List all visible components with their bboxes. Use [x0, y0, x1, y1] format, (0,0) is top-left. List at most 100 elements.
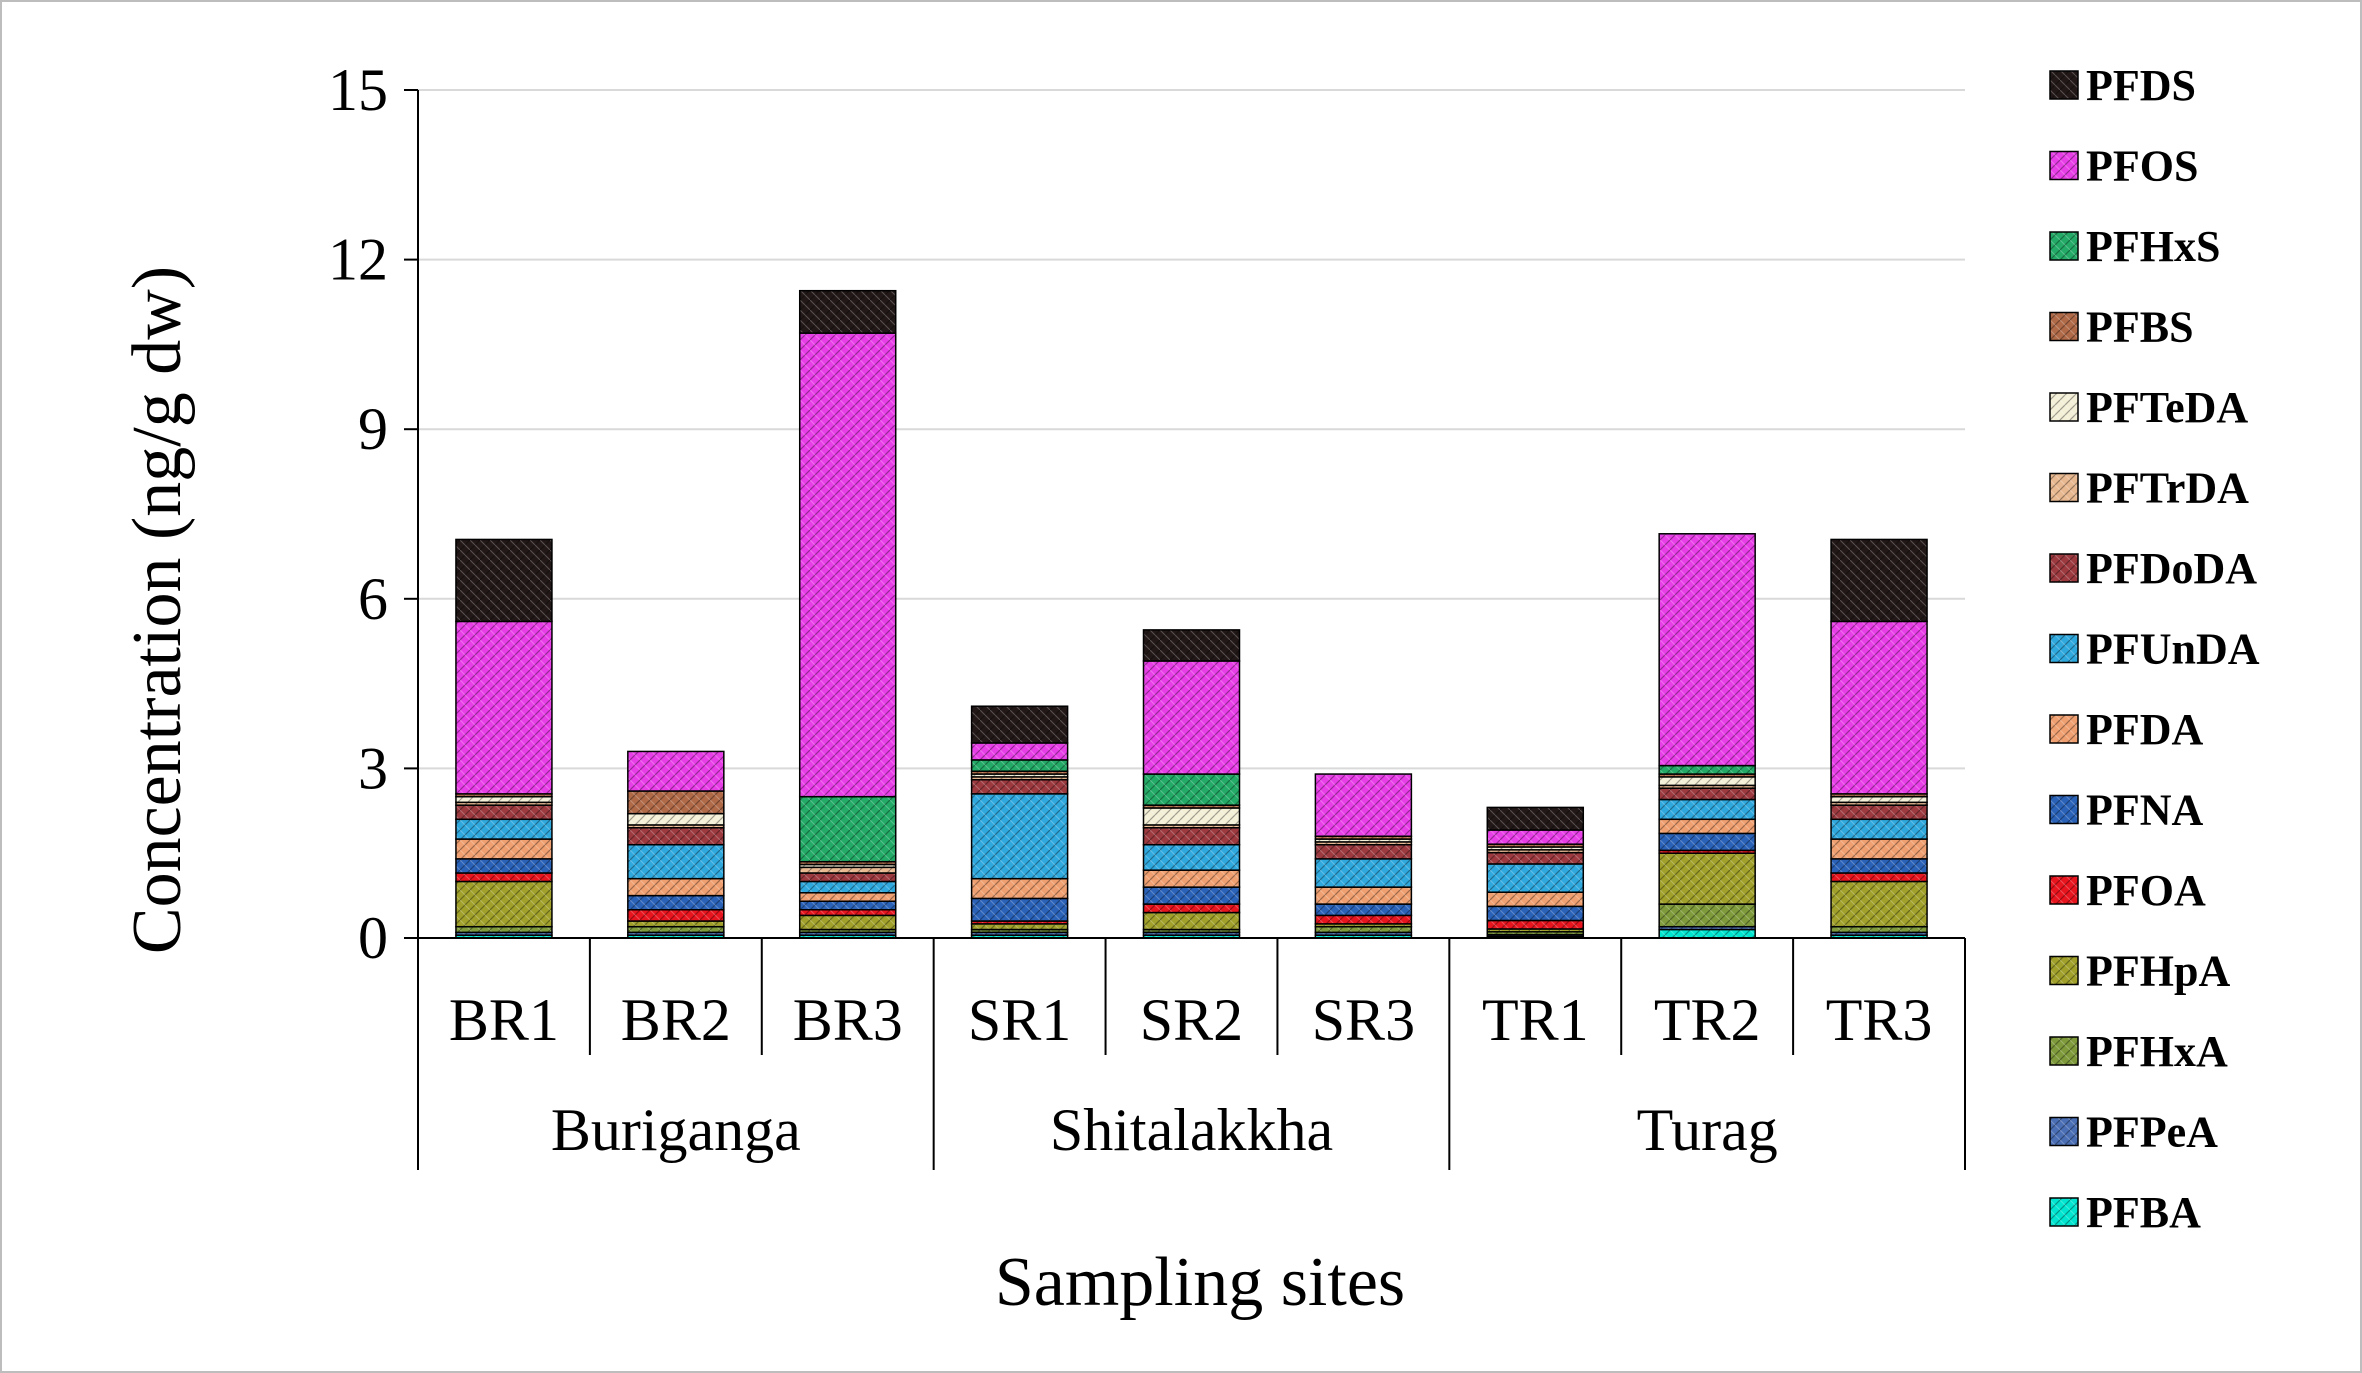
bar-segment-pfteda — [1830, 795, 1928, 804]
bar-segment-pfunda — [1314, 858, 1413, 888]
legend-label: PFOS — [2086, 142, 2198, 191]
bar-segment-pfoa — [1142, 903, 1241, 914]
bar-segment-pfds — [1830, 538, 1928, 623]
bar-segment-pfda — [798, 892, 897, 903]
legend: PFDS PFOS PFHxS PFBS PFTeDA PFTrDA PFDoDA PFUnD… — [2049, 61, 2260, 1237]
bar-segment-pfda — [455, 838, 553, 860]
bar-segment-pfdoda — [970, 778, 1069, 795]
bar-segment-pfds — [1142, 629, 1241, 662]
bar-segment-pfna — [1658, 832, 1756, 852]
y-tick-label: 3 — [358, 735, 388, 801]
bar-segment-pfna — [455, 858, 553, 874]
bar-segment-pfoa — [455, 872, 553, 883]
bar-segment-pfdoda — [1830, 804, 1928, 821]
bar-segment-pfunda — [1486, 863, 1585, 893]
legend-swatch — [2049, 553, 2079, 583]
x-tick-label: SR2 — [1140, 987, 1243, 1053]
bar-segment-pfos — [455, 620, 553, 795]
bar-segment-pfhxa — [627, 925, 725, 934]
x-tick-label: TR1 — [1482, 987, 1589, 1053]
bar-segment-pfba — [1658, 928, 1756, 939]
bar-segment-pfoa — [627, 908, 725, 922]
x-axis-title: Sampling sites — [995, 1244, 1405, 1321]
bar-segment-pfhpa — [627, 920, 725, 928]
bar-segment-pfunda — [970, 793, 1069, 880]
bar-segment-pfna — [798, 900, 897, 911]
legend-swatch — [2049, 1116, 2079, 1147]
legend-swatch — [2049, 714, 2079, 744]
bar-segment-pfdoda — [798, 872, 897, 883]
bar-segment-pfhpa — [455, 880, 553, 928]
bar-segment-pfna — [627, 894, 725, 911]
bar-segment-pfos — [1830, 620, 1928, 795]
bar-segment-pfdoda — [1142, 827, 1241, 846]
legend-label: PFDS — [2086, 61, 2196, 110]
group-label: Turag — [1637, 1097, 1778, 1163]
bar-segment-pfhxa — [455, 925, 553, 934]
y-tick-label: 15 — [328, 57, 388, 123]
bar-segment-pfhxs — [970, 759, 1069, 772]
y-tick-label: 9 — [358, 396, 388, 462]
bar-segment-pfda — [970, 877, 1069, 900]
x-tick-label: TR3 — [1826, 987, 1933, 1053]
bar-segment-pfda — [1830, 838, 1928, 860]
legend-label: PFNA — [2086, 786, 2204, 835]
bar-segment-pfda — [1142, 869, 1241, 888]
bar-segment-pfna — [1486, 905, 1585, 922]
bar-segment-pfhxa — [1314, 925, 1413, 934]
legend-label: PFPeA — [2086, 1108, 2218, 1157]
bar-segment-pfos — [970, 742, 1069, 761]
legend-swatch — [2049, 231, 2079, 261]
bar-segment-pfna — [1314, 903, 1413, 917]
legend-swatch — [2049, 955, 2079, 986]
bar-segment-pfhpa — [970, 923, 1069, 931]
bar-segment-pfos — [1658, 533, 1756, 767]
bar-segment-pfoa — [1830, 872, 1928, 883]
x-tick-label: BR1 — [449, 987, 559, 1053]
bar-segment-pfos — [1486, 829, 1585, 845]
bar-segment-pfos — [1314, 773, 1413, 837]
legend-swatch — [2049, 472, 2079, 503]
legend-label: PFDA — [2086, 705, 2204, 754]
bar-segment-pfteda — [1658, 776, 1756, 787]
y-tick-label: 6 — [358, 566, 388, 632]
bar-segment-pfna — [1830, 858, 1928, 874]
legend-label: PFBA — [2086, 1188, 2201, 1237]
bar-segment-pfds — [1486, 806, 1585, 831]
bar-segment-pfdoda — [1314, 843, 1413, 860]
bar-segment-pfhxa — [1830, 925, 1928, 934]
bar-segment-pftrda — [798, 866, 897, 874]
bar-segment-pfoa — [798, 908, 897, 917]
bar-segment-pfhpa — [798, 914, 897, 931]
legend-swatch — [2049, 794, 2079, 825]
bar-segment-pfunda — [1142, 843, 1241, 871]
legend-label: PFHpA — [2086, 947, 2230, 996]
bar-segment-pfoa — [1486, 919, 1585, 930]
bar-segment-pfda — [1314, 886, 1413, 905]
x-tick-label: TR2 — [1654, 987, 1761, 1053]
legend-label: PFHxS — [2086, 222, 2220, 271]
group-label: Buriganga — [551, 1097, 801, 1163]
bar-segment-pfda — [1486, 891, 1585, 908]
bar-segment-pfteda — [627, 812, 725, 826]
legend-label: PFTrDA — [2086, 464, 2249, 513]
bar-segment-pfds — [798, 289, 897, 334]
bar-segment-pfds — [455, 538, 553, 623]
bar-segment-pfunda — [1830, 818, 1928, 840]
bar-segment-pfteda — [1142, 807, 1241, 826]
legend-swatch — [2049, 633, 2079, 664]
bar-segment-pfds — [970, 705, 1069, 744]
bar-segment-pfdoda — [627, 827, 725, 846]
y-tick-label: 0 — [358, 905, 388, 971]
bar-segment-pfunda — [1658, 798, 1756, 821]
bar-segment-pfdoda — [455, 804, 553, 821]
bar-segment-pfhxs — [1142, 773, 1241, 806]
bar-segment-pfda — [627, 877, 725, 897]
x-tick-label: SR1 — [968, 987, 1071, 1053]
legend-label: PFDoDA — [2086, 544, 2257, 593]
bar-segment-pfunda — [455, 818, 553, 840]
legend-swatch — [2049, 875, 2079, 905]
bar-segment-pfos — [1142, 660, 1241, 775]
